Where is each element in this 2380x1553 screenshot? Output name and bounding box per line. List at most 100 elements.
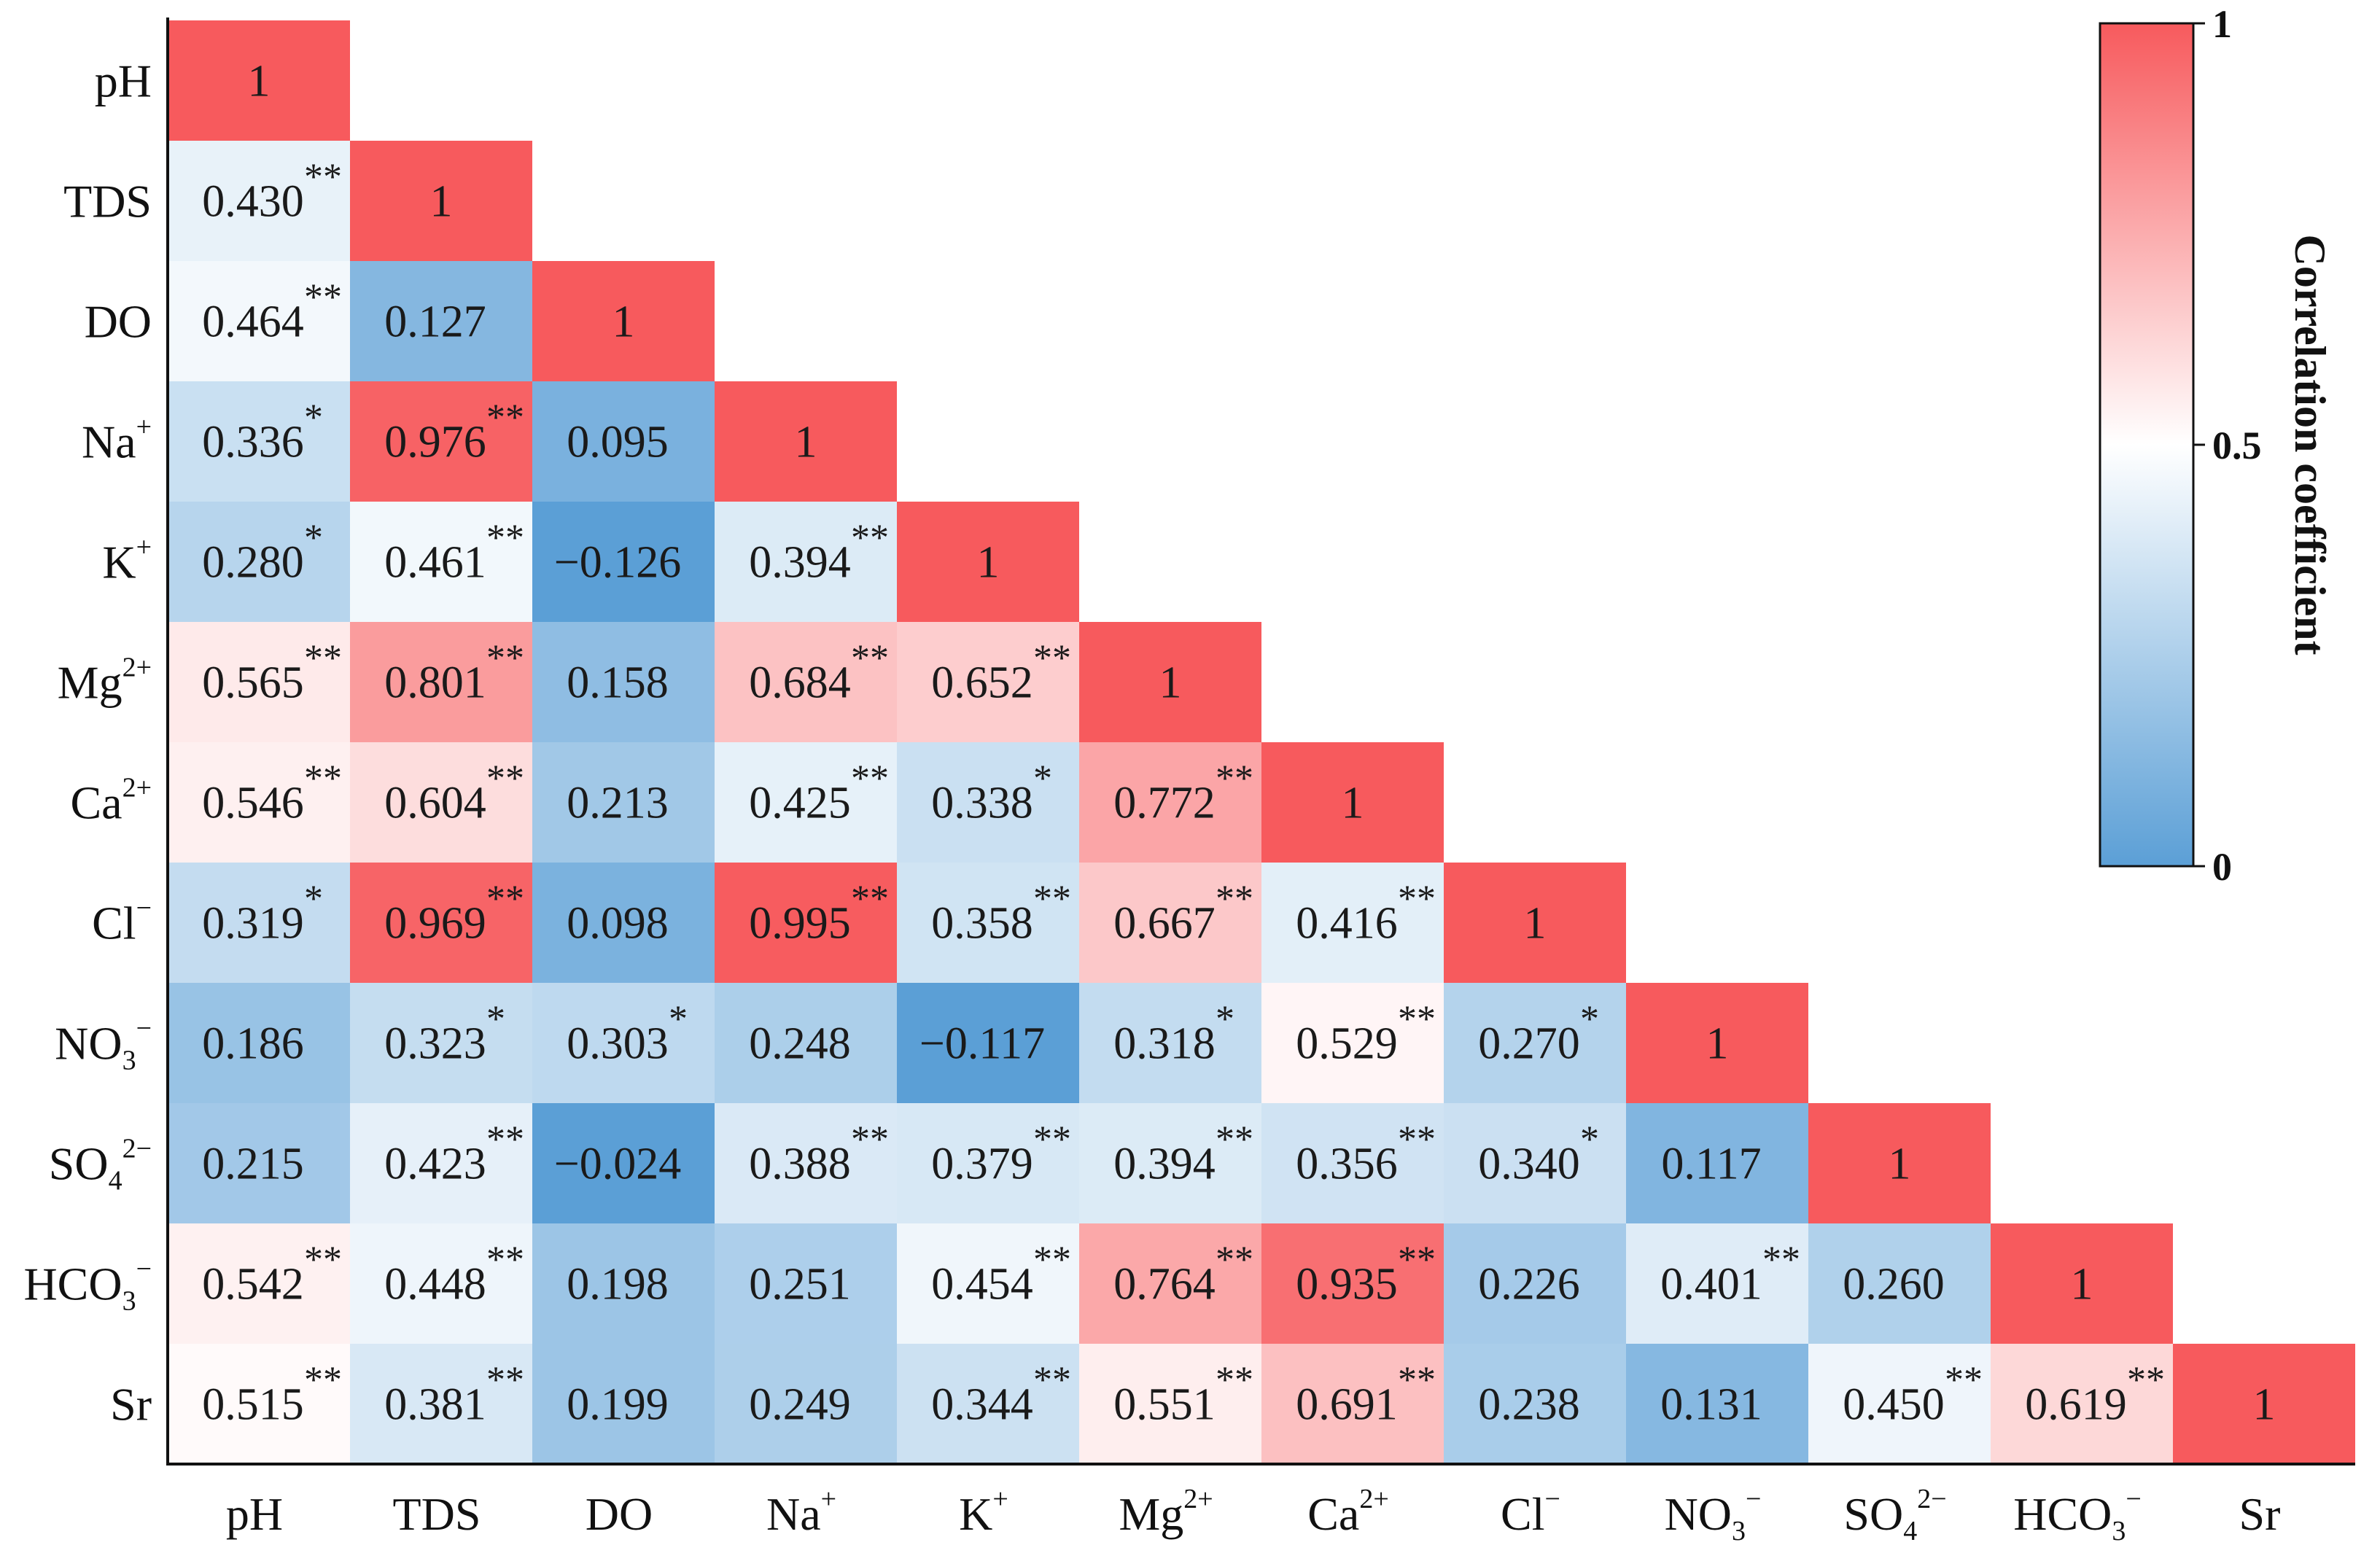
significance-marker: ** [1216, 758, 1253, 800]
cell-value-label: 0.801 [384, 658, 486, 708]
significance-marker: ** [1033, 1239, 1071, 1281]
cell-value-label: 0.935 [1296, 1260, 1398, 1309]
heatmap-cell-Cl--Cl- [1444, 863, 1626, 983]
significance-marker: * [304, 397, 323, 439]
significance-marker: ** [486, 758, 524, 800]
x-tick-label: HCO3− [2013, 1484, 2142, 1546]
cell-value-label: 0.251 [749, 1260, 851, 1309]
heatmap-cell-DO-pH [168, 261, 350, 381]
cell-value-label: 0.604 [384, 779, 486, 828]
heatmap-axes [166, 17, 2355, 1466]
heatmap-cell-Mg2+-TDS [350, 622, 532, 742]
cell-value-label: −0.126 [554, 538, 681, 588]
cell-value-label: 1 [795, 418, 817, 467]
heatmap-cell-Sr-TDS [350, 1344, 532, 1464]
significance-marker: ** [851, 758, 889, 800]
cell-value-label: 0.565 [202, 658, 304, 708]
x-tick-label: Na+ [766, 1484, 836, 1540]
heatmap-cell-Sr-HCO3- [1991, 1344, 2173, 1464]
cell-value-label: 0.976 [384, 418, 486, 467]
heatmap-cell-HCO3--K+ [897, 1223, 1079, 1344]
x-tick-label: Cl− [1501, 1484, 1560, 1540]
cell-value-label: 0.238 [1478, 1380, 1580, 1430]
cell-value-label: 0.198 [567, 1260, 669, 1309]
heatmap-cell-K+-pH [168, 502, 350, 622]
heatmap-cell-K+-Na+ [715, 502, 897, 622]
heatmap-cell-Sr-Sr [2173, 1344, 2355, 1464]
cell-value-label: 0.318 [1113, 1019, 1216, 1069]
cell-value-label: 0.381 [384, 1380, 486, 1430]
y-axis-tick-labels: pH TDS DO Na+ K+ Mg2+ Ca2+ Cl− NO3− SO42− HCO3− Sr [23, 55, 152, 1431]
significance-marker: ** [2127, 1360, 2165, 1401]
significance-marker: * [1033, 758, 1052, 800]
cell-value-label: 0.303 [567, 1019, 669, 1069]
significance-marker: ** [486, 397, 524, 439]
significance-marker: ** [486, 518, 524, 559]
cell-value-label: 0.270 [1478, 1019, 1580, 1069]
y-tick-label: pH [95, 55, 152, 107]
heatmap-cell-Sr-Na+ [715, 1344, 897, 1464]
cell-value-label: 1 [977, 538, 1000, 588]
heatmap-cell-TDS-TDS [350, 141, 532, 261]
x-tick-label: SO42− [1843, 1484, 1946, 1546]
heatmap-cell-Na+-DO [532, 381, 715, 502]
heatmap-cell-Cl--Mg2+ [1079, 863, 1261, 983]
cell-value-label: 0.416 [1296, 899, 1398, 949]
significance-marker: ** [1033, 1360, 1071, 1401]
cell-value-label: 0.430 [202, 177, 304, 227]
cell-value-label: 0.226 [1478, 1260, 1580, 1309]
y-tick-label: HCO3− [23, 1254, 152, 1317]
heatmap-cell-HCO3--NO3- [1626, 1223, 1808, 1344]
significance-marker: * [1580, 999, 1599, 1040]
cell-value-label: 0.464 [202, 297, 304, 347]
cell-value-label: 0.461 [384, 538, 486, 588]
cell-value-label: 0.095 [567, 418, 669, 467]
heatmap-cell-Na+-Na+ [715, 381, 897, 502]
x-axis-tick-labels: pH TDS DO Na+ K+ Mg2+ Ca2+ Cl− NO3− SO42− HCO3− Sr [226, 1484, 2281, 1546]
cell-value-label: 0.127 [384, 297, 486, 347]
cell-value-label: 0.454 [931, 1260, 1033, 1309]
cell-value-label: 1 [1524, 899, 1547, 949]
cell-value-label: 0.969 [384, 899, 486, 949]
significance-marker: * [304, 518, 323, 559]
heatmap-cell-SO42--Mg2+ [1079, 1103, 1261, 1223]
y-tick-label: Na+ [82, 412, 152, 468]
significance-marker: ** [1216, 1239, 1253, 1281]
heatmap-cell-Ca2+-Ca2+ [1261, 742, 1444, 863]
heatmap-cell-SO42--Ca2+ [1261, 1103, 1444, 1223]
heatmap-cell-Cl--DO [532, 863, 715, 983]
heatmap-cell-HCO3--DO [532, 1223, 715, 1344]
y-tick-label: SO42− [49, 1134, 152, 1196]
colorbar-tick-label: 1 [2212, 2, 2232, 46]
heatmap-cell-Ca2+-DO [532, 742, 715, 863]
cell-value-label: 0.280 [202, 538, 304, 588]
significance-marker: ** [304, 638, 342, 680]
x-tick-label: TDS [393, 1488, 481, 1540]
significance-marker: * [1580, 1119, 1599, 1161]
heatmap-cell-Sr-K+ [897, 1344, 1079, 1464]
heatmap-cell-HCO3--pH [168, 1223, 350, 1344]
heatmap-cell-Sr-SO42- [1808, 1344, 1991, 1464]
x-tick-label: DO [586, 1488, 653, 1540]
significance-marker: ** [304, 758, 342, 800]
cell-value-label: 1 [1159, 658, 1182, 708]
cell-value-label: 0.186 [202, 1019, 304, 1069]
cell-value-label: 0.764 [1113, 1260, 1216, 1309]
significance-marker: ** [851, 518, 889, 559]
cell-value-label: 0.319 [202, 899, 304, 949]
significance-marker: ** [304, 1360, 342, 1401]
cell-value-label: 1 [1889, 1140, 1911, 1189]
cell-value-label: 0.098 [567, 899, 669, 949]
cell-value-label: 1 [430, 177, 453, 227]
cell-value-label: 1 [612, 297, 635, 347]
heatmap-cell-HCO3--Na+ [715, 1223, 897, 1344]
significance-marker: ** [486, 1360, 524, 1401]
colorbar-tick-label: 0 [2212, 845, 2232, 889]
y-tick-label: NO3− [55, 1013, 152, 1076]
cell-value-label: −0.024 [554, 1140, 681, 1189]
cell-value-label: 0.691 [1296, 1380, 1398, 1430]
heatmap-cell-Na+-pH [168, 381, 350, 502]
y-tick-label: Mg2+ [58, 653, 152, 709]
heatmap-cell-Sr-Mg2+ [1079, 1344, 1261, 1464]
significance-marker: ** [1398, 1239, 1436, 1281]
